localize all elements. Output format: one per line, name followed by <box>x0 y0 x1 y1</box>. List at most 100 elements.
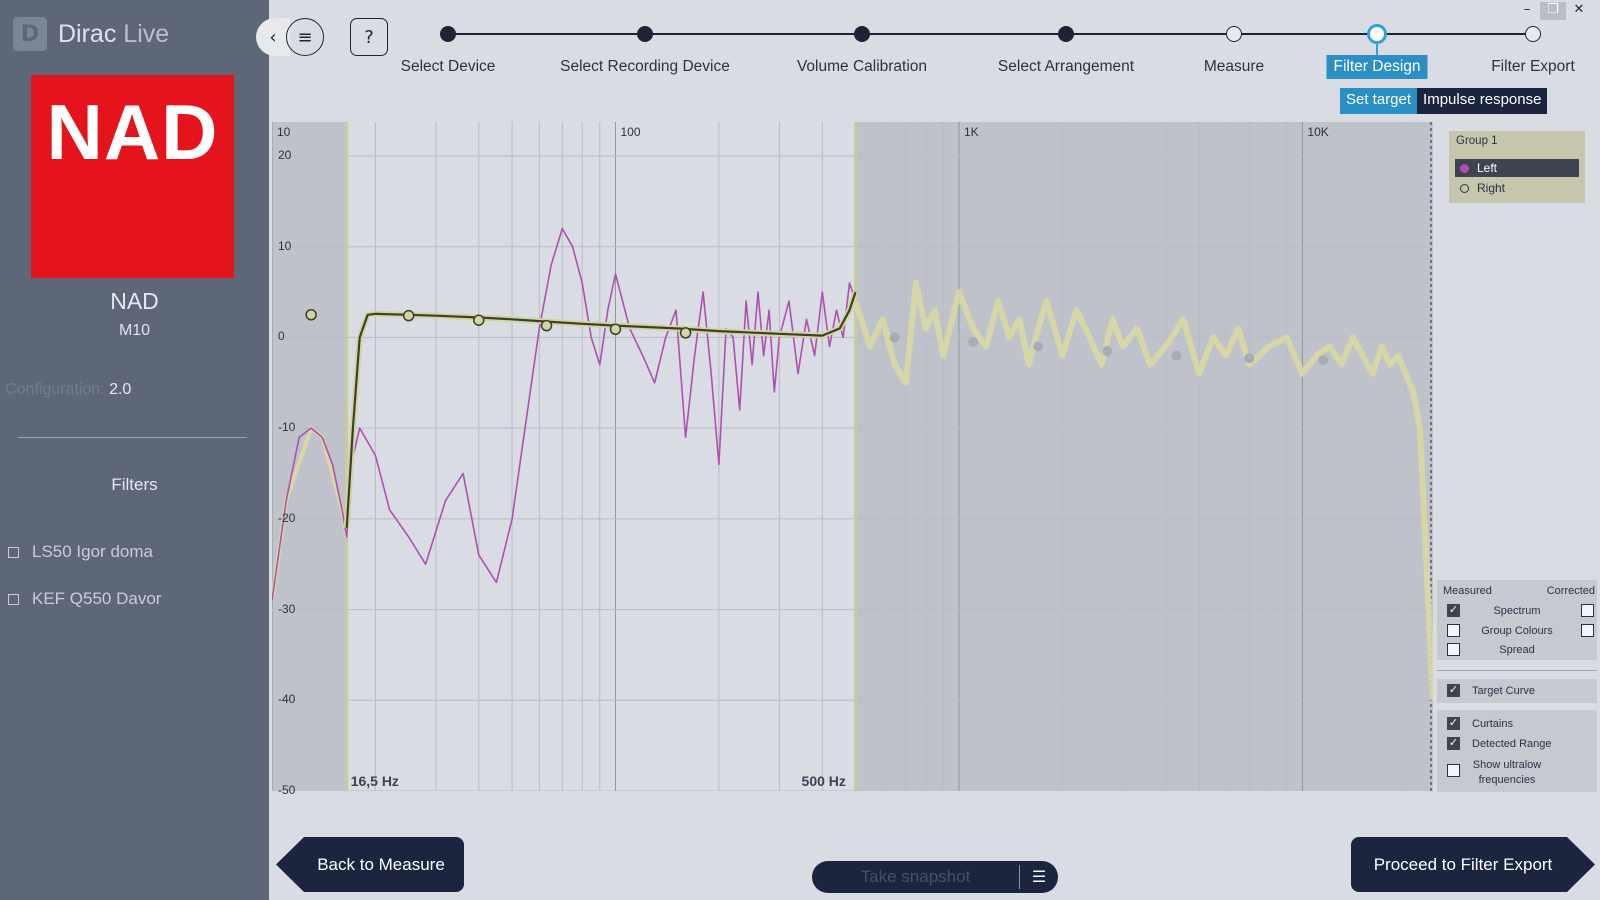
collapse-sidebar-button[interactable]: ‹ <box>256 18 290 56</box>
channel-left[interactable]: Left <box>1455 159 1579 177</box>
frequency-response-svg[interactable] <box>272 122 1433 791</box>
y-axis-tick-label: 0 <box>278 329 285 344</box>
target-curve-label: Target Curve <box>1472 685 1535 697</box>
filter-label: LS50 Igor doma <box>32 542 153 561</box>
curtains-options-bg <box>1437 710 1597 792</box>
group-colours-corrected-checkbox[interactable] <box>1581 624 1594 637</box>
tab-set-target[interactable]: Set target <box>1340 88 1418 114</box>
y-axis-tick-label: -50 <box>278 783 296 797</box>
tab-impulse-response[interactable]: Impulse response <box>1417 88 1548 114</box>
target-control-point <box>473 314 485 326</box>
filter-item-ls50[interactable]: LS50 Igor doma <box>8 542 153 562</box>
corrected-header: Corrected <box>1546 585 1595 597</box>
target-control-point <box>305 309 317 321</box>
sidebar: D Dirac Live NAD NAD M10 Configuration: … <box>0 0 269 900</box>
take-snapshot-button[interactable]: Take snapshot <box>860 867 971 886</box>
step-label-filter-design[interactable]: Filter Design <box>1326 55 1428 79</box>
target-control-point <box>402 309 415 322</box>
detected-range-checkbox[interactable]: ✓ <box>1447 737 1460 750</box>
right-channel-dot-icon <box>1460 183 1469 193</box>
y-axis-tick-label: 20 <box>278 148 292 162</box>
x-axis-tick-label: 10K <box>1307 125 1329 139</box>
dirac-logo-icon: D <box>13 17 47 51</box>
group-colours-label: Group Colours <box>1481 625 1553 637</box>
y-axis-tick-label: -20 <box>278 510 296 525</box>
high-curtain-label: 500 Hz <box>801 773 846 789</box>
step-dot-filter-export[interactable] <box>1525 26 1541 42</box>
app-title: Dirac Live <box>58 19 170 48</box>
snapshot-list-icon[interactable]: ☰ <box>1031 869 1047 886</box>
low-curtain-label: 16,5 Hz <box>350 773 399 789</box>
close-button[interactable]: ✕ <box>1573 2 1585 17</box>
menu-icon: ≡ <box>297 26 313 48</box>
minimize-button[interactable]: – <box>1523 2 1531 17</box>
target-curve-checkbox[interactable]: ✓ <box>1447 684 1460 697</box>
target-control-point <box>1102 346 1113 357</box>
step-dot-volume-calibration[interactable] <box>854 26 870 42</box>
high-curtain <box>855 122 1433 791</box>
target-curve-row-bg <box>1437 679 1597 703</box>
filter-design-subtabs: Set target Impulse response <box>1340 88 1548 114</box>
channel-right-label: Right <box>1477 181 1506 195</box>
maximize-button[interactable]: ❐ <box>1540 2 1566 20</box>
panel-divider <box>1437 670 1597 671</box>
help-button[interactable]: ? <box>350 18 388 56</box>
filter-item-kef[interactable]: KEF Q550 Davor <box>8 589 161 609</box>
curtains-checkbox[interactable]: ✓ <box>1447 717 1460 730</box>
back-to-measure-button[interactable]: Back to Measure <box>276 837 464 892</box>
channel-left-label: Left <box>1477 161 1498 175</box>
channel-right[interactable]: Right <box>1455 181 1505 195</box>
target-control-point <box>679 327 692 339</box>
chevron-left-icon: ‹ <box>269 26 277 48</box>
stepper-active-stem <box>1376 44 1378 56</box>
target-control-point <box>1318 355 1329 366</box>
app-brand: D Dirac Live <box>13 17 169 51</box>
device-brand: NAD <box>110 288 159 314</box>
step-dot-select-arrangement[interactable] <box>1058 26 1074 42</box>
filter-checkbox[interactable] <box>8 593 19 605</box>
help-icon: ? <box>364 26 374 48</box>
target-control-point <box>889 332 900 343</box>
group-panel: Group 1 Left Right <box>1449 131 1585 203</box>
target-curve <box>345 291 857 528</box>
target-control-point <box>968 336 979 347</box>
spectrum-measured-checkbox[interactable]: ✓ <box>1447 604 1460 617</box>
sidebar-divider <box>18 437 247 438</box>
step-label-select-device[interactable]: Select Device <box>400 58 496 75</box>
y-axis-tick-label: -30 <box>278 601 296 616</box>
step-label-volume-calibration[interactable]: Volume Calibration <box>796 58 928 75</box>
step-label-select-recording-device[interactable]: Select Recording Device <box>560 58 730 75</box>
step-label-measure[interactable]: Measure <box>1203 58 1265 75</box>
target-control-point <box>609 323 622 336</box>
step-dot-filter-design[interactable] <box>1367 24 1387 44</box>
step-label-filter-export[interactable]: Filter Export <box>1491 58 1575 75</box>
detected-range-label: Detected Range <box>1472 738 1552 750</box>
y-axis-tick-label: -40 <box>278 692 296 707</box>
spectrum-corrected-checkbox[interactable] <box>1581 604 1594 617</box>
step-dot-measure[interactable] <box>1226 26 1242 42</box>
filter-label: KEF Q550 Davor <box>32 589 162 608</box>
stepper-line <box>448 33 1533 35</box>
spectrum-options-bg <box>1437 580 1597 660</box>
step-dot-select-device[interactable] <box>440 26 456 42</box>
y-axis-tick-label: 10 <box>278 238 292 253</box>
menu-button[interactable]: ≡ <box>286 18 324 56</box>
proceed-to-filter-export-button[interactable]: Proceed to Filter Export <box>1351 837 1595 892</box>
step-dot-select-recording-device[interactable] <box>637 26 653 42</box>
filter-checkbox[interactable] <box>8 546 19 558</box>
frequency-response-graph[interactable]: 20 10 0 -10 -20 -30 -40 -50 10 100 1K 10K 16,5 Hz 500… <box>272 122 1433 797</box>
x-axis-tick-label: 100 <box>620 125 641 139</box>
group-colours-measured-checkbox[interactable] <box>1447 624 1460 637</box>
spectrum-label: Spectrum <box>1493 605 1541 617</box>
snapshot-control: Take snapshot ☰ <box>812 861 1058 893</box>
group-title: Group 1 <box>1456 135 1498 147</box>
curtains-label: Curtains <box>1472 718 1513 730</box>
show-ultralow-checkbox[interactable] <box>1447 764 1460 777</box>
target-control-point <box>1033 341 1044 352</box>
spread-checkbox[interactable] <box>1447 643 1460 656</box>
x-axis-tick-label: 1K <box>963 125 979 139</box>
show-ultralow-label: Show ultralow frequencies <box>1472 759 1542 786</box>
low-curtain <box>272 122 347 791</box>
step-label-select-arrangement[interactable]: Select Arrangement <box>997 58 1135 75</box>
configuration-info: Configuration: 2.0 <box>5 381 132 398</box>
